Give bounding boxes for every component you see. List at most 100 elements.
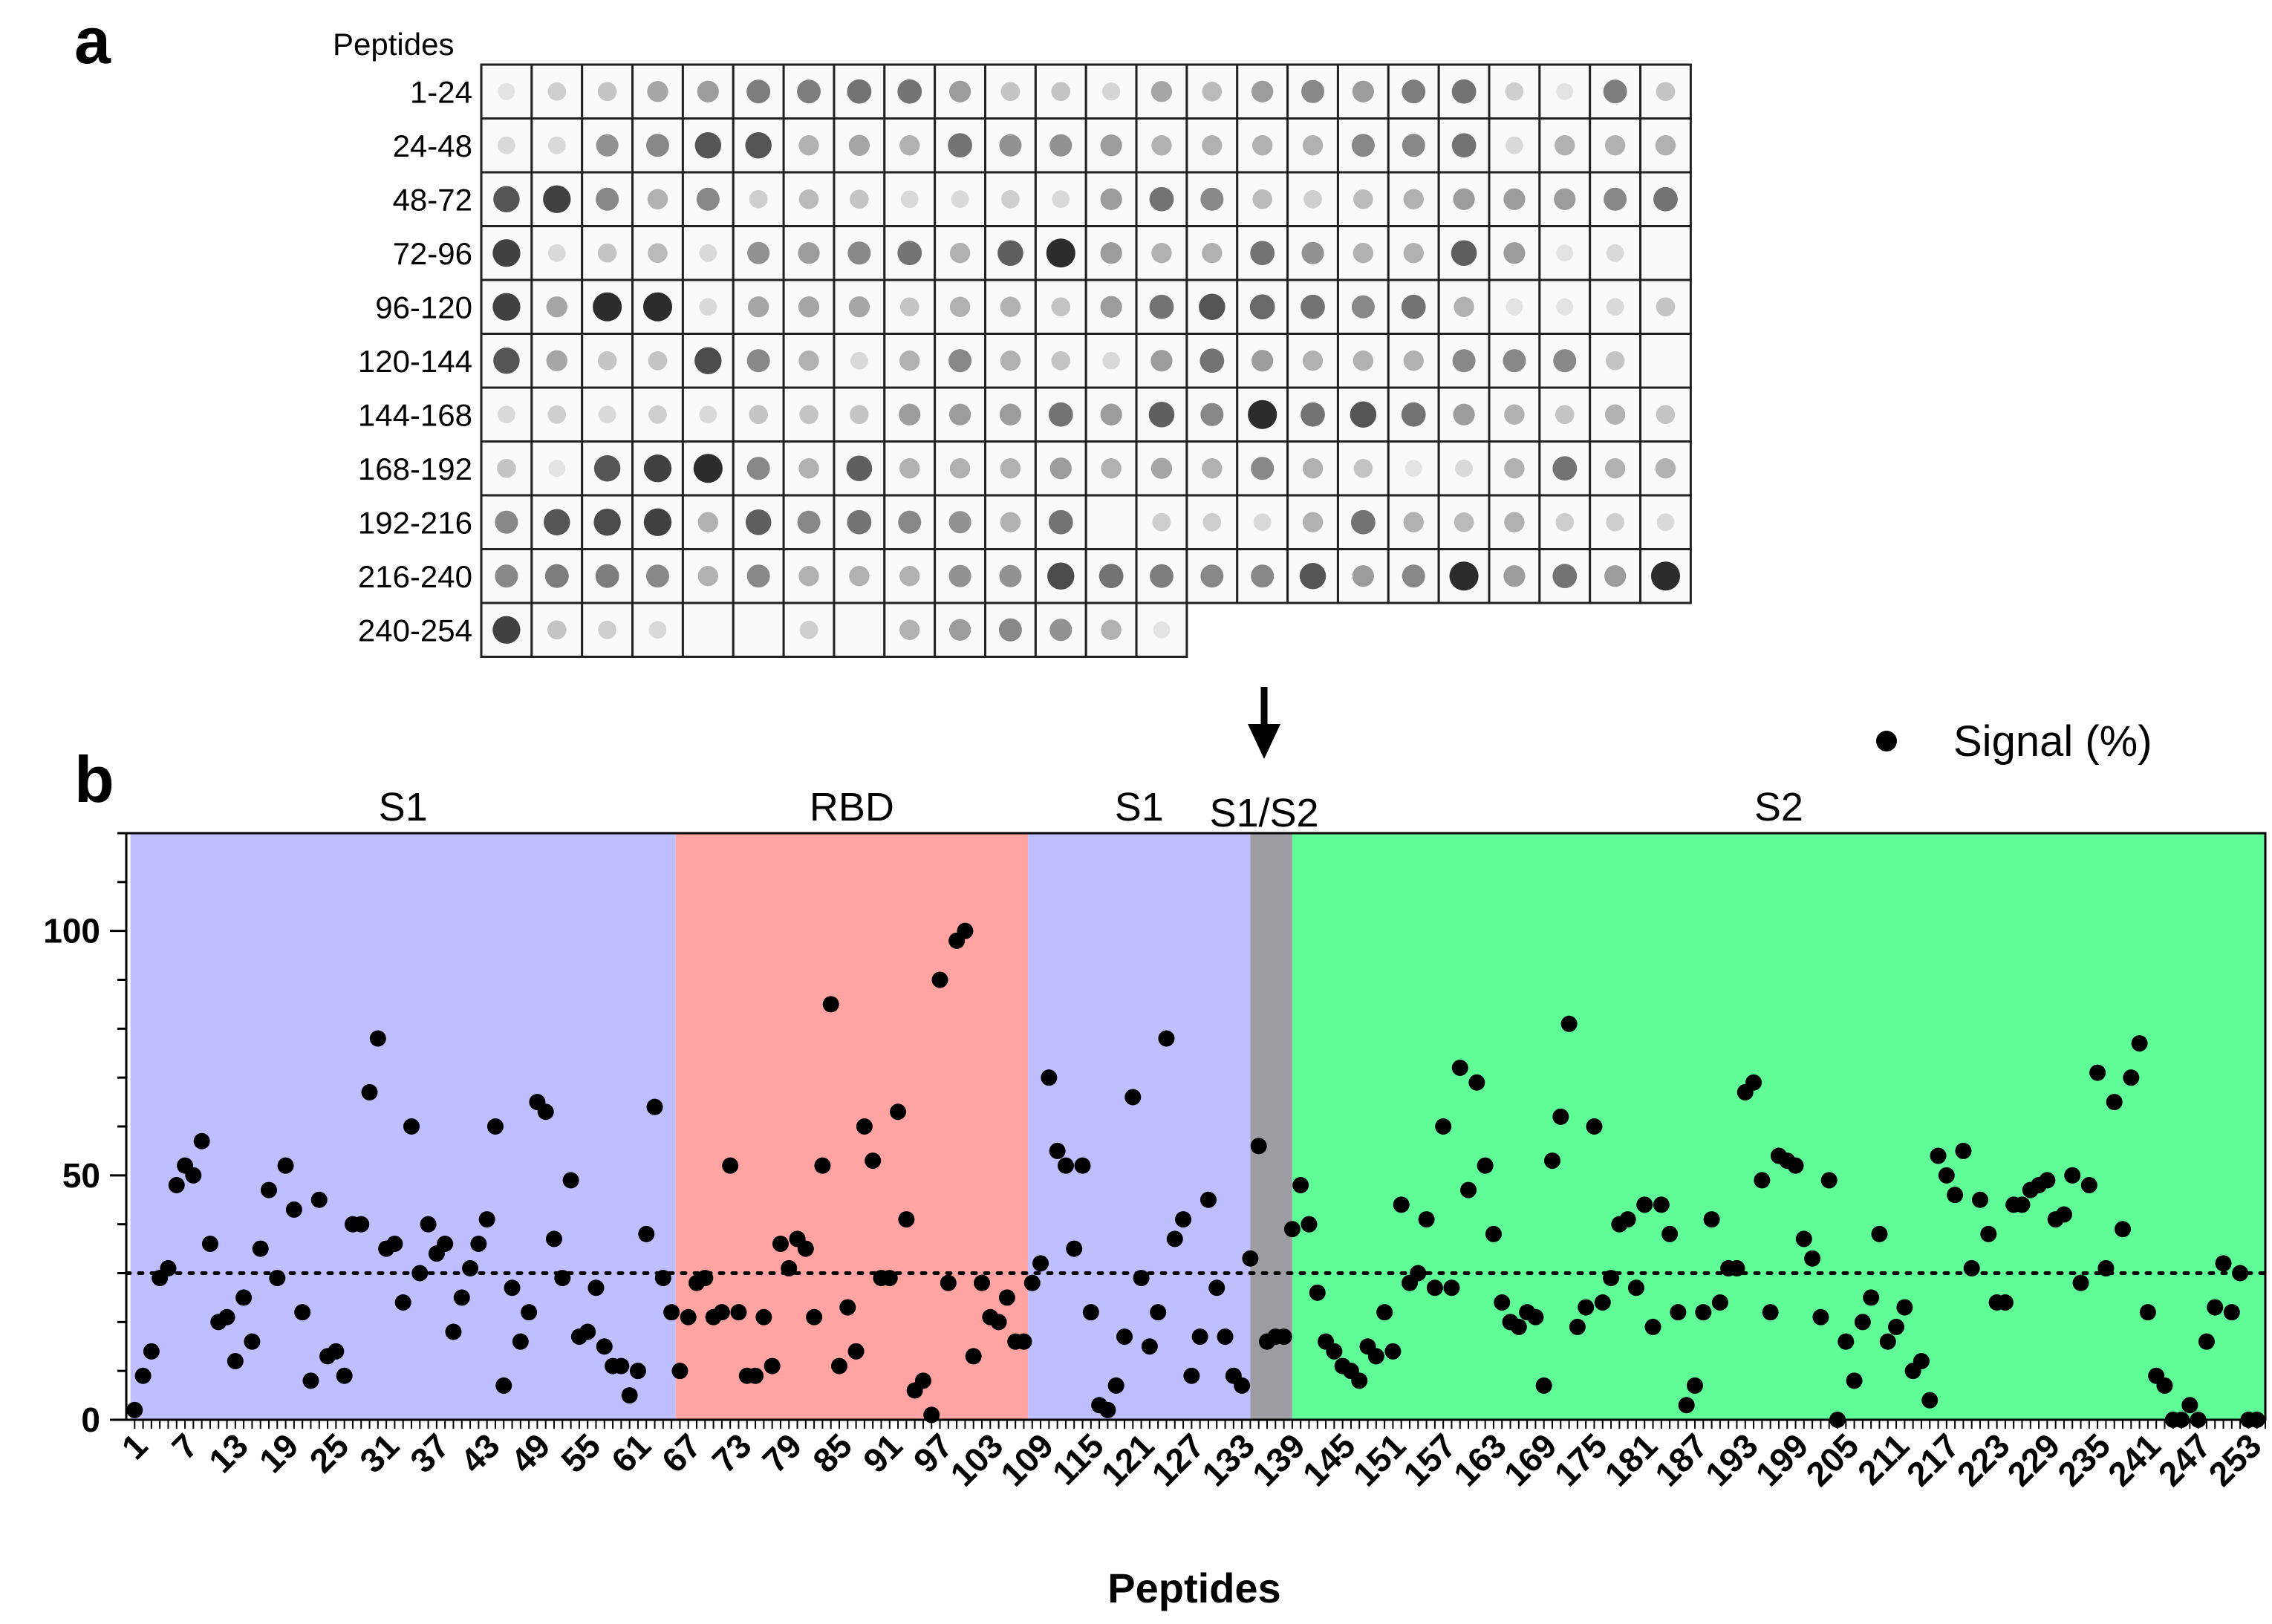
region-band (675, 833, 1029, 1420)
x-axis-label: Peptides (1107, 1565, 1280, 1611)
x-tick-label: 43 (453, 1426, 507, 1480)
dot-blot-spot (799, 405, 818, 425)
dot-blot-spot (1302, 512, 1324, 532)
dot-blot-spot (1251, 135, 1273, 156)
dot-blot-spot (1350, 509, 1376, 535)
dot-blot-spot (1403, 189, 1424, 209)
data-point (806, 1308, 823, 1325)
dot-blot-spot (498, 82, 515, 100)
data-point (1795, 1230, 1812, 1248)
dot-blot-spot (1150, 564, 1174, 588)
dot-blot-spot (999, 134, 1022, 157)
data-point (1728, 1259, 1745, 1276)
y-ticks: 0 50 100 (43, 832, 126, 1439)
dot-blot-cell (833, 601, 886, 658)
region-label: S2 (1754, 785, 1803, 829)
data-point (1820, 1172, 1838, 1189)
data-point (218, 1308, 235, 1325)
data-point (1846, 1372, 1863, 1389)
data-point (453, 1289, 470, 1306)
data-point (285, 1201, 302, 1218)
dot-blot-spot (1151, 135, 1172, 156)
data-point (235, 1289, 253, 1306)
dot-blot-spot (1152, 512, 1171, 532)
dot-blot-spot (1102, 82, 1121, 101)
dot-blot-spot (1552, 456, 1578, 481)
dot-blot-spot (1000, 512, 1021, 532)
data-point (1603, 1270, 1620, 1287)
dot-blot-spot (498, 136, 515, 154)
data-point (244, 1333, 261, 1350)
data-point (1057, 1157, 1074, 1174)
dot-blot-spot (999, 403, 1022, 425)
dot-blot-spot (998, 618, 1022, 642)
dot-blot-spot (1451, 79, 1477, 104)
dot-blot-spot (492, 293, 521, 321)
data-point (143, 1343, 160, 1360)
dot-blot-spot (1403, 350, 1424, 371)
data-point (462, 1259, 479, 1276)
data-point (671, 1363, 689, 1380)
data-point (2097, 1259, 2115, 1276)
dot-blot-spot (694, 132, 722, 159)
data-point (713, 1304, 730, 1321)
dot-blot-spot (647, 189, 668, 209)
data-point (1678, 1397, 1695, 1414)
data-point (974, 1274, 990, 1291)
dot-blot-spot (797, 79, 821, 104)
data-point (201, 1236, 218, 1252)
dot-blot-spot (1148, 401, 1175, 428)
data-point (403, 1118, 420, 1135)
data-point (328, 1343, 345, 1360)
data-point (1435, 1118, 1452, 1135)
dot-blot-spot (1250, 241, 1275, 266)
dot-blot-spot (597, 350, 617, 371)
data-point (185, 1167, 202, 1184)
y-tick-label: 50 (62, 1156, 100, 1195)
dot-blot-spot (697, 80, 719, 102)
dot-blot-spot (1350, 401, 1377, 428)
dot-blot-spot (1251, 457, 1275, 480)
dot-blot-spot (948, 619, 971, 641)
dot-blot-row-label: 96-120 (375, 290, 472, 325)
region-bands (130, 833, 2265, 1420)
data-point (1166, 1230, 1183, 1248)
data-point (1250, 1138, 1267, 1155)
data-point (1292, 1177, 1309, 1193)
data-point (2215, 1255, 2232, 1272)
dot-blot-spot (699, 244, 717, 262)
dot-blot-spot (948, 349, 972, 373)
data-points (126, 922, 2265, 1428)
dot-blot-spot (847, 241, 871, 265)
dot-blot-spot (1000, 82, 1021, 102)
data-point (1049, 1142, 1066, 1159)
data-point (1309, 1284, 1326, 1301)
data-point (1107, 1377, 1124, 1394)
data-point (1586, 1118, 1603, 1135)
data-point (965, 1348, 982, 1365)
dot-blot-spot (899, 566, 920, 587)
data-point (1183, 1367, 1200, 1384)
dot-blot-spot (799, 620, 818, 639)
region-band (1028, 833, 1251, 1420)
dot-blot-cell (1639, 548, 1692, 604)
dot-blot-spot (848, 296, 870, 318)
dot-blot-cell (1538, 63, 1592, 120)
data-point (302, 1372, 319, 1389)
dot-blot-row-label: 192-216 (358, 505, 472, 540)
dot-blot-spot (1404, 460, 1422, 477)
dot-blot-cell (1135, 63, 1188, 120)
data-point (1074, 1157, 1091, 1174)
data-point (227, 1353, 244, 1369)
dot-blot-spot (1200, 564, 1224, 588)
dot-blot-spot (697, 566, 719, 587)
data-point (478, 1211, 495, 1228)
dot-blot-spot (1451, 240, 1477, 267)
x-tick-label: 13 (201, 1426, 255, 1480)
dot-blot-spot (597, 82, 617, 102)
data-point (2014, 1196, 2031, 1213)
x-tick-label: 85 (805, 1426, 859, 1480)
dot-blot-spot (1301, 294, 1325, 319)
data-point (1041, 1069, 1058, 1086)
dot-blot-spot (1051, 297, 1071, 317)
